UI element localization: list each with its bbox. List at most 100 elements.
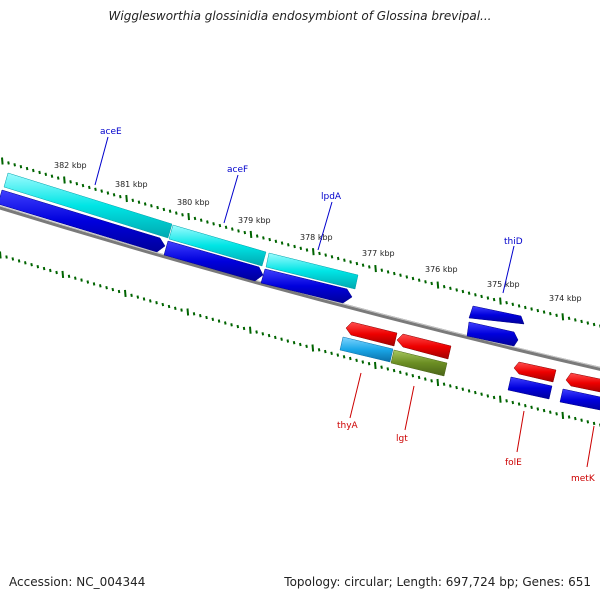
scale-tick-major xyxy=(125,194,128,203)
gene-label-lpdA[interactable]: lpdA xyxy=(321,192,342,202)
gene-arrow-lpdA[interactable] xyxy=(260,268,353,304)
scale-tick-major xyxy=(312,248,315,256)
scale-tick-minor xyxy=(5,255,8,259)
gene-arrow-aceF[interactable] xyxy=(163,240,264,282)
gene-arrow-thyA[interactable] xyxy=(345,321,398,347)
scale-tick-minor xyxy=(305,344,308,348)
gene-label-aceE[interactable]: aceE xyxy=(100,127,122,137)
feature-block-blue-metK[interactable] xyxy=(559,388,600,411)
scale-tick-minor xyxy=(411,276,415,281)
scale-labels: 382 kbp 381 kbp 380 kbp 379 kbp 378 kbp … xyxy=(54,161,582,303)
scale-tick-minor xyxy=(162,207,166,212)
forward-cds-row xyxy=(0,189,525,347)
scale-ticks-outer xyxy=(1,157,600,328)
scale-tick-minor xyxy=(38,170,41,175)
scale-tick-minor xyxy=(517,304,521,308)
scale-tick-minor xyxy=(167,304,171,309)
scale-tick-minor xyxy=(199,218,203,222)
reverse-cds-row xyxy=(339,321,600,411)
scale-tick-minor xyxy=(199,314,202,318)
scale-tick-minor xyxy=(411,374,415,378)
feature-block-cyan[interactable] xyxy=(3,172,173,239)
scale-tick-minor xyxy=(324,349,327,354)
scale-tick-minor xyxy=(586,420,590,424)
scale-tick-minor xyxy=(242,326,246,331)
scale-tick-major xyxy=(499,395,502,403)
scale-tick-minor xyxy=(480,392,483,396)
gene-arrow-metK[interactable] xyxy=(565,372,600,393)
feature-block-cyan[interactable] xyxy=(168,224,267,267)
feature-block-olive[interactable] xyxy=(390,349,448,377)
scale-label: 376 kbp xyxy=(425,265,458,274)
scale-tick-minor xyxy=(349,260,352,264)
scale-tick-minor xyxy=(492,395,496,400)
scale-tick-minor xyxy=(17,259,21,263)
scale-tick-minor xyxy=(287,243,290,247)
feature-block-cyan[interactable] xyxy=(265,252,359,290)
scale-tick-minor xyxy=(92,282,96,286)
scale-tick-minor xyxy=(368,265,371,269)
scale-tick-minor xyxy=(511,400,515,405)
scale-tick-minor xyxy=(150,204,153,208)
scale-tick-minor xyxy=(405,275,409,279)
scale-label: 382 kbp xyxy=(54,161,87,170)
scale-tick-minor xyxy=(280,241,284,245)
scale-tick-minor xyxy=(75,182,79,186)
scale-tick-minor xyxy=(13,163,16,167)
gene-label-aceF[interactable]: aceF xyxy=(227,165,248,175)
scale-tick-minor xyxy=(168,209,172,213)
scale-tick-minor xyxy=(174,306,177,310)
scale-tick-minor xyxy=(324,253,327,257)
scale-tick-minor xyxy=(336,256,340,261)
scale-tick-minor xyxy=(280,337,283,341)
scale-tick-major xyxy=(124,289,127,297)
scale-tick-minor xyxy=(367,362,371,366)
gene-label-lgt[interactable]: lgt xyxy=(396,434,408,444)
gene-arrow-thiD-b[interactable] xyxy=(466,321,519,347)
scale-tick-minor xyxy=(586,321,590,325)
scale-tick-major xyxy=(374,361,377,370)
scale-tick-minor xyxy=(355,261,359,266)
scale-tick-minor xyxy=(574,416,577,421)
scale-tick-minor xyxy=(86,280,90,284)
scale-tick-minor xyxy=(80,278,83,282)
scale-tick-minor xyxy=(100,189,103,193)
scale-tick-minor xyxy=(142,297,146,301)
gene-arrow-lgt[interactable] xyxy=(396,333,452,360)
forward-feature-band xyxy=(3,172,359,290)
scale-tick-minor xyxy=(511,302,515,306)
gene-arrow-aceE[interactable] xyxy=(0,189,166,253)
gene-label-thiD[interactable]: thiD xyxy=(504,237,523,247)
feature-block-blue-folE[interactable] xyxy=(507,376,553,400)
scale-tick-minor xyxy=(549,410,552,414)
scale-tick-minor xyxy=(430,281,433,286)
scale-tick-minor xyxy=(24,261,27,265)
scale-tick-minor xyxy=(317,348,321,352)
gene-arrow-thiD[interactable] xyxy=(468,305,525,325)
gene-label-thyA[interactable]: thyA xyxy=(337,421,359,431)
scale-tick-minor xyxy=(175,211,178,215)
scale-tick-minor xyxy=(430,379,433,383)
scale-tick-minor xyxy=(230,323,233,327)
scale-label: 375 kbp xyxy=(487,280,520,289)
scale-tick-minor xyxy=(461,387,465,391)
scale-tick-minor xyxy=(105,286,108,290)
gene-label-folE[interactable]: folE xyxy=(505,458,522,468)
scale-tick-minor xyxy=(206,220,209,224)
scale-tick-minor xyxy=(112,193,116,197)
scale-tick-major xyxy=(436,281,440,289)
gene-label-metK[interactable]: metK xyxy=(571,474,596,484)
scale-tick-minor xyxy=(212,222,215,226)
scale-tick-minor xyxy=(467,291,471,295)
scale-tick-minor xyxy=(393,271,396,276)
feature-block-sky[interactable] xyxy=(339,336,394,363)
scale-tick-minor xyxy=(268,237,271,242)
scale-label: 377 kbp xyxy=(362,249,395,258)
page-title: Wigglesworthia glossinidia endosymbiont … xyxy=(108,9,492,23)
scale-tick-minor xyxy=(299,246,303,250)
scale-tick-minor xyxy=(49,268,52,273)
scale-tick-minor xyxy=(67,274,71,278)
gene-arrow-folE[interactable] xyxy=(513,361,557,383)
scale-tick-major xyxy=(311,344,315,352)
